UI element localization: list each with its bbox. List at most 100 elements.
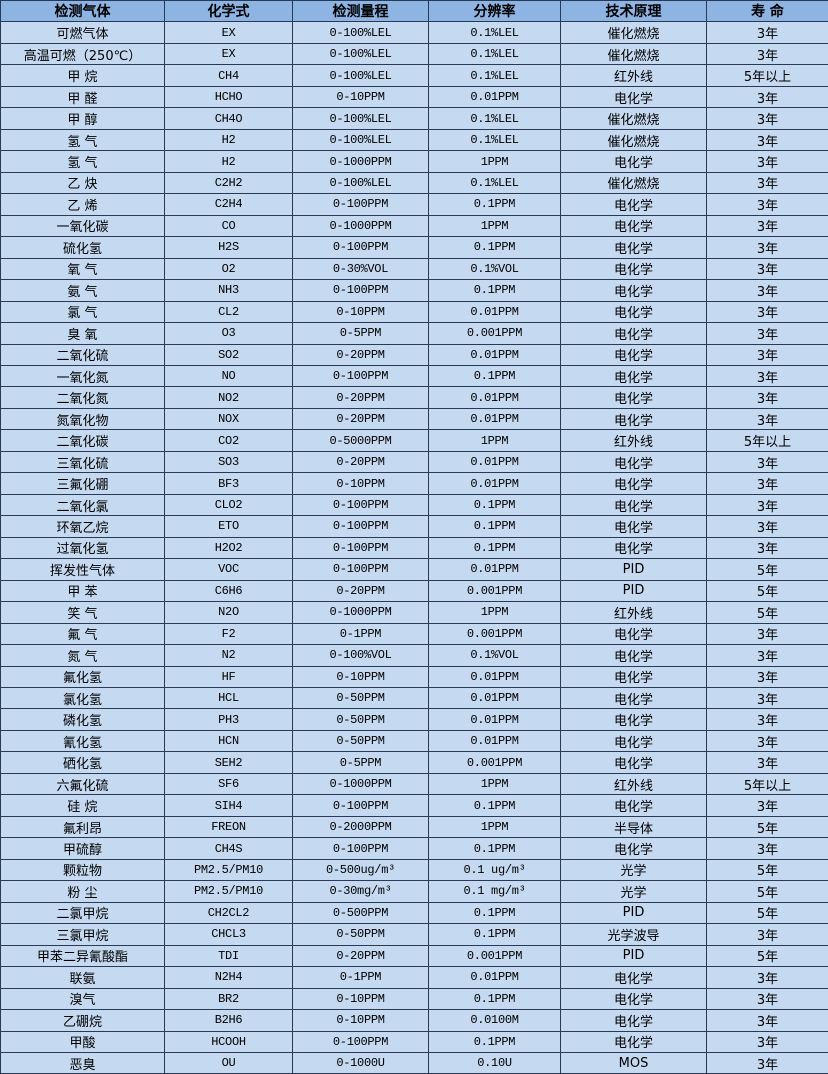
table-row: 三氧化硫 SO3 0-20PPM 0.01PPM 电化学 3年 — [0, 450, 828, 474]
cell-range: 0-100%LEL — [292, 64, 429, 87]
cell-formula: ETO — [164, 515, 293, 538]
cell-lifetime: 3年 — [706, 751, 828, 774]
cell-gas: 硅 烷 — [0, 794, 165, 817]
cell-formula: CHCL3 — [164, 923, 293, 946]
cell-formula: C2H2 — [164, 171, 293, 195]
cell-gas: 氧 气 — [0, 257, 165, 281]
cell-lifetime: 3年 — [706, 837, 828, 860]
cell-resolution: 0.001PPM — [428, 622, 561, 646]
cell-lifetime: 3年 — [706, 536, 828, 560]
cell-lifetime: 5年 — [706, 858, 828, 882]
cell-range: 0-100%LEL — [292, 128, 429, 152]
cell-resolution: 0.1PPM — [428, 493, 561, 517]
cell-formula: SIH4 — [164, 794, 293, 817]
cell-formula: CH4S — [164, 837, 293, 860]
cell-lifetime: 3年 — [706, 729, 828, 753]
cell-range: 0-20PPM — [292, 386, 429, 409]
cell-gas: 氮氧化物 — [0, 407, 165, 431]
cell-formula: EX — [164, 21, 293, 44]
table-row: 乙 炔 C2H2 0-100%LEL 0.1%LEL 催化燃烧 3年 — [0, 171, 828, 195]
cell-formula: VOC — [164, 558, 293, 581]
cell-formula: FREON — [164, 815, 293, 839]
cell-principle: PID — [560, 579, 707, 603]
table-header: 检测气体 化学式 检测量程 分辨率 技术原理 寿 命 — [0, 0, 828, 23]
cell-formula: N2 — [164, 644, 293, 667]
table-row: 氧 气 O2 0-30%VOL 0.1%VOL 电化学 3年 — [0, 257, 828, 281]
cell-lifetime: 3年 — [706, 236, 828, 259]
cell-formula: H2O2 — [164, 536, 293, 560]
cell-lifetime: 3年 — [706, 622, 828, 646]
cell-range: 0-30mg/m³ — [292, 880, 429, 903]
cell-formula: H2 — [164, 128, 293, 152]
cell-principle: 电化学 — [560, 1030, 707, 1053]
table-row: 氢 气 H2 0-100%LEL 0.1%LEL 催化燃烧 3年 — [0, 128, 828, 152]
table-row: 甲 烷 CH4 0-100%LEL 0.1%LEL 红外线 5年以上 — [0, 64, 828, 87]
cell-gas: 高温可燃（250℃） — [0, 42, 165, 66]
cell-principle: 电化学 — [560, 536, 707, 560]
cell-resolution: 0.1PPM — [428, 279, 561, 302]
cell-resolution: 0.1PPM — [428, 901, 561, 925]
cell-range: 0-50PPM — [292, 686, 429, 710]
cell-range: 0-100PPM — [292, 794, 429, 817]
cell-lifetime: 3年 — [706, 21, 828, 44]
table-row: 氟化氢 HF 0-10PPM 0.01PPM 电化学 3年 — [0, 665, 828, 689]
cell-resolution: 1PPM — [428, 150, 561, 173]
cell-gas: 氯 气 — [0, 300, 165, 324]
cell-range: 0-5000PPM — [292, 429, 429, 452]
cell-formula: C2H4 — [164, 193, 293, 216]
cell-formula: B2H6 — [164, 1009, 293, 1032]
cell-lifetime: 5年 — [706, 944, 828, 968]
cell-principle: 电化学 — [560, 708, 707, 731]
cell-range: 0-1000U — [292, 1051, 429, 1074]
cell-principle: 电化学 — [560, 450, 707, 474]
cell-lifetime: 3年 — [706, 923, 828, 946]
table-row: 甲 苯 C6H6 0-20PPM 0.001PPM PID 5年 — [0, 579, 828, 603]
cell-range: 0-1000PPM — [292, 601, 429, 624]
cell-lifetime: 3年 — [706, 665, 828, 689]
cell-resolution: 0.001PPM — [428, 322, 561, 345]
cell-range: 0-20PPM — [292, 407, 429, 431]
cell-resolution: 0.1 mg/m³ — [428, 880, 561, 903]
cell-principle: 电化学 — [560, 686, 707, 710]
cell-formula: N2H4 — [164, 966, 293, 989]
cell-formula: H2S — [164, 236, 293, 259]
cell-resolution: 0.01PPM — [428, 665, 561, 689]
cell-formula: HF — [164, 665, 293, 689]
cell-formula: NO — [164, 364, 293, 388]
cell-gas: 甲 醇 — [0, 107, 165, 130]
cell-gas: 甲 苯 — [0, 579, 165, 603]
cell-principle: 电化学 — [560, 364, 707, 388]
cell-principle: 电化学 — [560, 493, 707, 517]
cell-lifetime: 3年 — [706, 515, 828, 538]
cell-formula: SF6 — [164, 772, 293, 796]
cell-lifetime: 5年 — [706, 601, 828, 624]
cell-resolution: 0.1%LEL — [428, 64, 561, 87]
cell-lifetime: 3年 — [706, 966, 828, 989]
cell-lifetime: 3年 — [706, 386, 828, 409]
cell-principle: 催化燃烧 — [560, 171, 707, 195]
cell-lifetime: 3年 — [706, 708, 828, 731]
cell-formula: BF3 — [164, 472, 293, 495]
table-row: 二氧化碳 CO2 0-5000PPM 1PPM 红外线 5年以上 — [0, 429, 828, 452]
cell-lifetime: 5年以上 — [706, 429, 828, 452]
cell-lifetime: 3年 — [706, 472, 828, 495]
cell-formula: PM2.5/PM10 — [164, 880, 293, 903]
table-row: 二氧化氮 NO2 0-20PPM 0.01PPM 电化学 3年 — [0, 386, 828, 409]
cell-resolution: 1PPM — [428, 214, 561, 238]
cell-range: 0-50PPM — [292, 708, 429, 731]
cell-principle: 电化学 — [560, 300, 707, 324]
cell-gas: 挥发性气体 — [0, 558, 165, 581]
cell-formula: CH4O — [164, 107, 293, 130]
table-row: 高温可燃（250℃） EX 0-100%LEL 0.1%LEL 催化燃烧 3年 — [0, 42, 828, 66]
cell-range: 0-10PPM — [292, 472, 429, 495]
cell-range: 0-500ug/m³ — [292, 858, 429, 882]
table-body: 可燃气体 EX 0-100%LEL 0.1%LEL 催化燃烧 3年 高温可燃（250℃） EX… — [0, 21, 828, 1074]
cell-lifetime: 3年 — [706, 1051, 828, 1074]
cell-resolution: 0.1PPM — [428, 923, 561, 946]
cell-range: 0-20PPM — [292, 579, 429, 603]
header-range: 检测量程 — [292, 0, 429, 23]
cell-gas: 可燃气体 — [0, 21, 165, 44]
table-row: 甲酸 HCOOH 0-100PPM 0.1PPM 电化学 3年 — [0, 1030, 828, 1053]
table-row: 氮氧化物 NOX 0-20PPM 0.01PPM 电化学 3年 — [0, 407, 828, 431]
cell-range: 0-10PPM — [292, 1009, 429, 1032]
